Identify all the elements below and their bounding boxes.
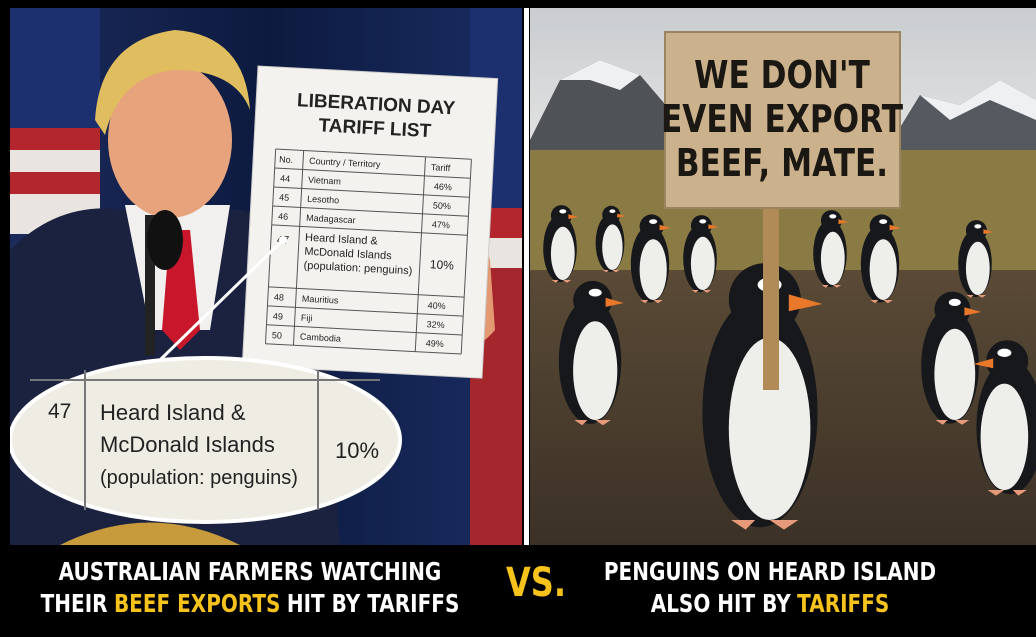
penguin-eyepatch (589, 289, 602, 297)
penguin-belly (573, 321, 617, 420)
sign-line: BEEF, MATE. (676, 142, 888, 186)
zoom-tariff: 10% (335, 438, 379, 463)
row-country: Lesotho (307, 194, 340, 206)
zoom-number: 47 (48, 400, 71, 423)
penguin-eyepatch (609, 209, 615, 213)
flag-left (10, 8, 100, 234)
row-tariff: 50% (433, 200, 452, 211)
row-number: 44 (280, 173, 291, 184)
row-number: 49 (273, 311, 284, 322)
zoom-country: McDonald Islands (100, 432, 275, 457)
penguin-belly (821, 232, 845, 285)
penguin-belly (691, 237, 715, 290)
caption-text: THEIR (41, 589, 108, 618)
penguin-eyepatch (879, 219, 887, 224)
row-country: Fiji (301, 313, 313, 324)
zoom-country: Heard Island & (100, 400, 246, 425)
sign-post (763, 205, 779, 390)
page: Meme html, body { margin: 0; padding: 0;… (0, 0, 1036, 637)
penguin-eyepatch (699, 219, 706, 223)
penguin-belly (870, 239, 897, 300)
scene: LIBERATION DAYTARIFF LISTNo.Country / Te… (0, 0, 1036, 637)
penguin-belly (602, 224, 622, 270)
caption-highlight: TARIFFS (797, 589, 889, 618)
penguin-eyepatch (649, 219, 657, 224)
penguin-eyepatch (997, 349, 1011, 357)
row-number: 50 (272, 330, 283, 341)
penguin-belly (551, 227, 575, 280)
row-country: Vietnam (308, 175, 341, 187)
penguin-eyepatch (974, 224, 981, 228)
row-tariff: 46% (434, 181, 453, 192)
penguin-belly (981, 384, 1029, 490)
row-tariff: 47% (432, 219, 451, 230)
table-header: No. (279, 154, 294, 165)
row-number: 46 (278, 211, 289, 222)
caption-highlight: BEEF EXPORTS (114, 589, 280, 618)
zoom-dot (279, 236, 287, 244)
body: {"left_panel": { "paper": { "title_lines… (0, 0, 1036, 637)
caption-text: HIT BY TARIFFS (287, 589, 460, 618)
penguin-belly (640, 239, 667, 300)
vs-label: VS. (506, 560, 554, 606)
caption-line: PENGUINS ON HEARD ISLAND (570, 556, 970, 588)
row-tariff: 49% (425, 338, 444, 349)
penguin-belly (966, 242, 990, 295)
row-tariff: 40% (427, 300, 446, 311)
row-number: 48 (274, 292, 285, 303)
row-number: 45 (279, 192, 290, 203)
penguin-belly (934, 329, 975, 420)
sign-line: EVEN EXPORT (661, 98, 903, 142)
row-country: Mauritius (302, 294, 339, 306)
table-header: Tariff (431, 162, 451, 173)
zoom-country: (population: penguins) (100, 467, 298, 489)
penguin-eyepatch (559, 209, 566, 213)
caption-right: PENGUINS ON HEARD ISLAND ALSO HIT BYTARI… (570, 556, 970, 620)
sign-line: WE DON'T (694, 54, 870, 98)
row-tariff: 10% (429, 257, 454, 272)
penguin-eyepatch (829, 214, 836, 218)
caption-text: PENGUINS ON HEARD ISLAND (604, 557, 936, 586)
divider (524, 8, 529, 545)
row-tariff: 32% (426, 319, 445, 330)
penguin-eyepatch (949, 299, 961, 306)
caption-text: ALSO HIT BY (651, 589, 791, 618)
caption-line: AUSTRALIAN FARMERS WATCHING (34, 556, 466, 588)
caption-text: AUSTRALIAN FARMERS WATCHING (59, 557, 442, 586)
